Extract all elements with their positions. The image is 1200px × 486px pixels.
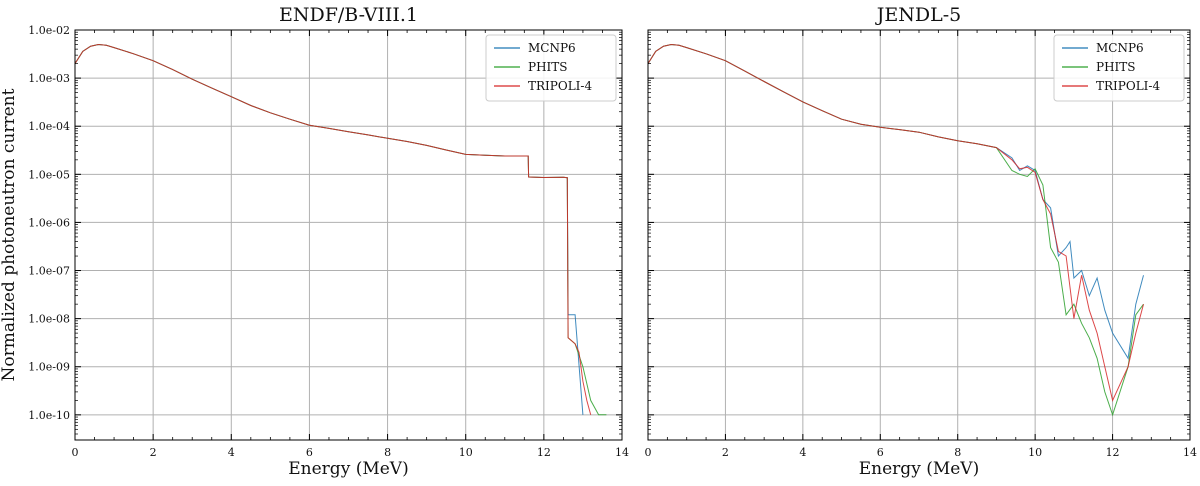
legend-label: TRIPOLI-4 bbox=[528, 79, 592, 93]
x-axis-label: Energy (MeV) bbox=[288, 459, 408, 479]
series-line-tripoli-4 bbox=[75, 43, 592, 415]
x-tick-label: 4 bbox=[228, 446, 235, 459]
y-tick-label: 1.0e-10 bbox=[28, 409, 70, 422]
y-tick-label: 1.0e-08 bbox=[28, 313, 70, 326]
x-tick-label: 6 bbox=[877, 446, 884, 459]
y-tick-label: 1.0e-05 bbox=[28, 168, 70, 181]
legend: MCNP6 PHITS TRIPOLI-4 bbox=[485, 34, 617, 102]
x-tick-label: 0 bbox=[72, 446, 79, 459]
x-tick-label: 4 bbox=[799, 446, 806, 459]
y-axis-label: Normalized photoneutron current bbox=[0, 88, 19, 381]
chart-title: JENDL-5 bbox=[875, 4, 961, 26]
x-tick-label: 10 bbox=[1028, 446, 1042, 459]
legend-label: MCNP6 bbox=[528, 41, 576, 55]
series-line-tripoli-4 bbox=[648, 43, 1144, 402]
x-tick-label: 8 bbox=[954, 446, 961, 459]
y-tick-label: 1.0e-09 bbox=[28, 361, 70, 374]
x-tick-label: 12 bbox=[1106, 446, 1120, 459]
y-tick-label: 1.0e-02 bbox=[28, 24, 70, 37]
x-tick-label: 2 bbox=[722, 446, 729, 459]
legend-label: MCNP6 bbox=[1096, 41, 1144, 55]
y-tick-label: 1.0e-06 bbox=[28, 216, 70, 229]
legend-label: PHITS bbox=[1096, 60, 1136, 74]
x-tick-label: 14 bbox=[615, 446, 629, 459]
chart-title: ENDF/B-VIII.1 bbox=[279, 4, 418, 26]
legend: MCNP6 PHITS TRIPOLI-4 bbox=[1053, 34, 1185, 102]
legend-label: TRIPOLI-4 bbox=[1096, 79, 1160, 93]
panel-2: 0 2 4 6 8 10 12 14 JENDL-5 Energy (MeV) MCNP6 PHITS… bbox=[645, 4, 1198, 479]
panel-1: 0 2 4 6 8 10 12 14 1.0e-10 1.0e-09 1.0e-08 1.0e-07 1… bbox=[0, 4, 629, 479]
x-tick-label: 2 bbox=[150, 446, 157, 459]
x-tick-label: 10 bbox=[459, 446, 473, 459]
legend-box bbox=[485, 34, 617, 102]
series-group bbox=[75, 43, 607, 416]
x-tick-label: 0 bbox=[645, 446, 652, 459]
x-axis-label: Energy (MeV) bbox=[859, 459, 979, 479]
x-tick-label: 8 bbox=[384, 446, 391, 459]
series-group bbox=[648, 43, 1144, 417]
x-tick-label: 6 bbox=[306, 446, 313, 459]
x-tick-label: 12 bbox=[537, 446, 551, 459]
y-tick-label: 1.0e-07 bbox=[28, 265, 70, 278]
legend-label: PHITS bbox=[528, 60, 568, 74]
legend-box bbox=[1053, 34, 1185, 102]
x-tick-label: 14 bbox=[1183, 446, 1197, 459]
y-tick-label: 1.0e-03 bbox=[28, 72, 70, 85]
y-tick-label: 1.0e-04 bbox=[28, 120, 70, 133]
